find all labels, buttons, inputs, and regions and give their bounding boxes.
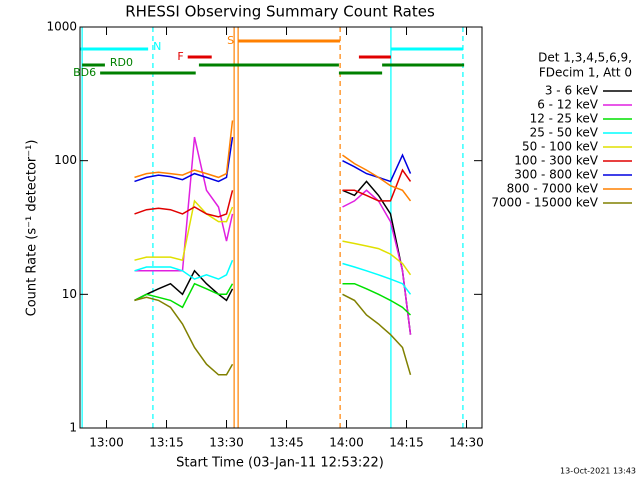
x-tick-label: 13:15 xyxy=(149,436,184,450)
x-tick-label: 14:15 xyxy=(389,436,424,450)
y-tick-label: 100 xyxy=(54,153,77,167)
y-tick-label: 1 xyxy=(69,421,77,435)
legend-header: FDecim 1, Att 0 xyxy=(539,66,632,80)
y-tick-label: 10 xyxy=(62,287,77,301)
legend-header: Det 1,3,4,5,6,9, xyxy=(538,51,632,65)
x-tick-label: 13:30 xyxy=(209,436,244,450)
legend-label: 25 - 50 keV xyxy=(530,126,599,140)
legend-label: 3 - 6 keV xyxy=(545,84,599,98)
x-tick-label: 13:45 xyxy=(269,436,304,450)
flag-label: N xyxy=(153,40,161,53)
footer: 13-Oct-2021 13:43 xyxy=(560,467,636,476)
legend-label: 100 - 300 keV xyxy=(514,154,598,168)
legend-label: 800 - 7000 keV xyxy=(507,182,599,196)
series-line xyxy=(134,136,412,335)
series-line xyxy=(134,259,412,295)
plot-frame xyxy=(79,26,483,429)
flag-label: RD0 xyxy=(110,56,133,69)
flag-label: S xyxy=(227,34,234,47)
x-tick-label: 14:30 xyxy=(449,436,484,450)
series-line xyxy=(134,293,412,376)
series-line xyxy=(134,199,412,276)
x-tick-label: 13:00 xyxy=(89,436,124,450)
legend-label: 50 - 100 keV xyxy=(522,140,599,154)
y-tick-label: 1000 xyxy=(46,20,77,34)
legend-label: 300 - 800 keV xyxy=(514,168,598,182)
series-line xyxy=(134,120,412,202)
y-axis-label: Count Rate (s⁻¹ detector⁻¹) xyxy=(25,140,40,317)
legend-label: 6 - 12 keV xyxy=(537,98,599,112)
series-line xyxy=(134,168,412,218)
flag-label: BD6 xyxy=(73,66,96,79)
x-tick-label: 14:00 xyxy=(329,436,364,450)
legend-label: 12 - 25 keV xyxy=(530,112,599,126)
series-line xyxy=(134,282,412,316)
chart-title: RHESSI Observing Summary Count Rates xyxy=(125,3,435,21)
flag-label: F xyxy=(177,50,183,63)
x-axis-label: Start Time (03-Jan-11 12:53:22) xyxy=(176,456,384,471)
legend-label: 7000 - 15000 keV xyxy=(491,196,598,210)
